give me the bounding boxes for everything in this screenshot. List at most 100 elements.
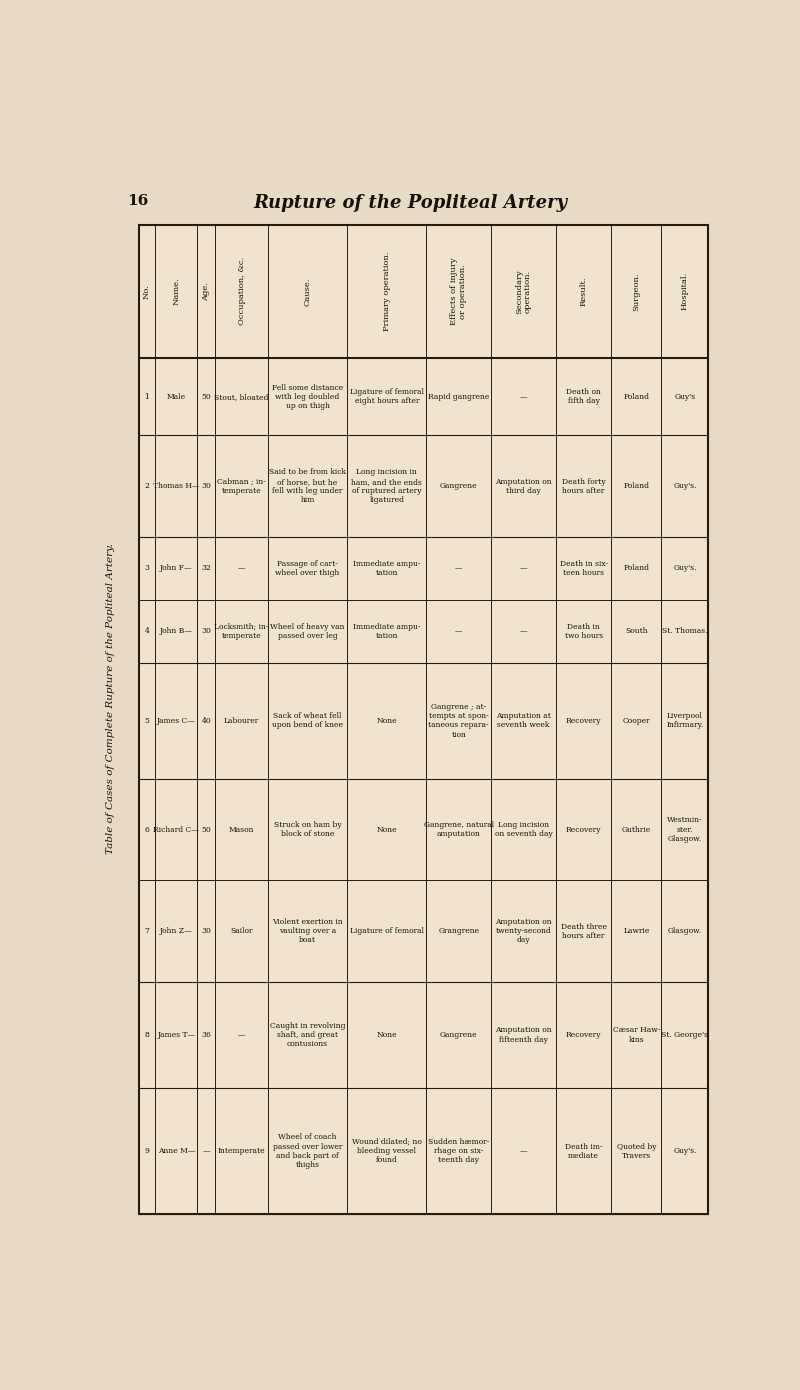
Text: —: —	[455, 564, 462, 573]
Text: —: —	[519, 564, 527, 573]
Text: 32: 32	[202, 564, 211, 573]
Text: Gangrene: Gangrene	[440, 1031, 478, 1040]
Text: 1: 1	[145, 393, 150, 400]
Text: Grangrene: Grangrene	[438, 927, 479, 935]
Text: —: —	[519, 1147, 527, 1155]
Text: Surgeon.: Surgeon.	[633, 272, 641, 310]
Text: Guy's.: Guy's.	[673, 482, 697, 491]
Text: Recovery: Recovery	[566, 826, 602, 834]
Text: Guy's.: Guy's.	[673, 1147, 697, 1155]
Text: 16: 16	[127, 193, 148, 207]
Text: South: South	[625, 627, 648, 635]
Text: 30: 30	[202, 482, 211, 491]
Text: 6: 6	[145, 826, 150, 834]
Text: Effects of injury
or operation.: Effects of injury or operation.	[450, 257, 467, 325]
Text: Struck on ham by
block of stone: Struck on ham by block of stone	[274, 821, 342, 838]
Text: John F—: John F—	[160, 564, 193, 573]
Text: 9: 9	[145, 1147, 150, 1155]
Text: Name.: Name.	[172, 278, 180, 306]
Text: 3: 3	[145, 564, 150, 573]
Text: Cause.: Cause.	[303, 277, 311, 306]
Text: None: None	[377, 1031, 397, 1040]
Text: Amputation on
twenty-second
day: Amputation on twenty-second day	[495, 917, 552, 944]
Text: Secondary
operation.: Secondary operation.	[514, 268, 532, 314]
Text: James T—: James T—	[158, 1031, 195, 1040]
Text: Sudden hæmor-
rhage on six-
teenth day: Sudden hæmor- rhage on six- teenth day	[428, 1138, 490, 1165]
Text: Fell some distance
with leg doubled
up on thigh: Fell some distance with leg doubled up o…	[272, 384, 343, 410]
Text: 2: 2	[145, 482, 150, 491]
Text: 7: 7	[145, 927, 150, 935]
Text: Ligature of femoral: Ligature of femoral	[350, 927, 424, 935]
Text: Lawrie: Lawrie	[623, 927, 650, 935]
Text: Violent exertion in
vaulting over a
boat: Violent exertion in vaulting over a boat	[272, 917, 343, 944]
Text: Result.: Result.	[579, 277, 587, 306]
Text: Cooper: Cooper	[622, 717, 650, 724]
Text: 8: 8	[145, 1031, 150, 1040]
Polygon shape	[138, 225, 708, 1213]
Text: Sailor: Sailor	[230, 927, 253, 935]
Text: 30: 30	[202, 627, 211, 635]
Text: Amputation on
fifteenth day: Amputation on fifteenth day	[495, 1026, 552, 1044]
Text: Occupation, &c.: Occupation, &c.	[238, 257, 246, 325]
Text: Intemperate: Intemperate	[218, 1147, 266, 1155]
Text: Table of Cases of Complete Rupture of the Popliteal Artery.: Table of Cases of Complete Rupture of th…	[106, 542, 114, 853]
Text: Richard C—: Richard C—	[154, 826, 199, 834]
Text: Caught in revolving
shaft, and great
contusions: Caught in revolving shaft, and great con…	[270, 1022, 346, 1048]
Text: Wheel of coach
passed over lower
and back part of
thighs: Wheel of coach passed over lower and bac…	[273, 1133, 342, 1169]
Text: Liverpool
Infirmary.: Liverpool Infirmary.	[666, 712, 703, 730]
Text: Guthrie: Guthrie	[622, 826, 651, 834]
Text: Said to be from kick
of horse, but he
fell with leg under
him: Said to be from kick of horse, but he fe…	[269, 468, 346, 505]
Text: Immediate ampu-
tation: Immediate ampu- tation	[353, 623, 421, 639]
Text: Wound dilated; no
bleeding vessel
found: Wound dilated; no bleeding vessel found	[352, 1138, 422, 1165]
Text: Long incision in
ham, and the ends
of ruptured artery
ligatured: Long incision in ham, and the ends of ru…	[351, 468, 422, 505]
Text: Hospital.: Hospital.	[681, 272, 689, 310]
Text: James C—: James C—	[157, 717, 196, 724]
Text: Locksmith; in-
temperate: Locksmith; in- temperate	[214, 623, 269, 639]
Text: Recovery: Recovery	[566, 1031, 602, 1040]
Text: Long incision
on seventh day: Long incision on seventh day	[494, 821, 552, 838]
Text: Cæsar Haw-
kins: Cæsar Haw- kins	[613, 1026, 660, 1044]
Text: —: —	[519, 393, 527, 400]
Text: Death on
fifth day: Death on fifth day	[566, 388, 601, 406]
Text: Thomas H—: Thomas H—	[153, 482, 200, 491]
Text: Passage of cart-
wheel over thigh: Passage of cart- wheel over thigh	[275, 560, 340, 577]
Text: John Z—: John Z—	[160, 927, 193, 935]
Text: John B—: John B—	[160, 627, 193, 635]
Text: 30: 30	[202, 927, 211, 935]
Text: Anne M—: Anne M—	[158, 1147, 195, 1155]
Text: 4: 4	[145, 627, 150, 635]
Text: Immediate ampu-
tation: Immediate ampu- tation	[353, 560, 421, 577]
Text: Amputation on
third day: Amputation on third day	[495, 478, 552, 495]
Text: Guy's: Guy's	[674, 393, 695, 400]
Text: Primary operation.: Primary operation.	[383, 252, 391, 331]
Text: —: —	[238, 1031, 246, 1040]
Text: Death three
hours after: Death three hours after	[561, 923, 606, 940]
Text: 50: 50	[202, 826, 211, 834]
Text: St. George's: St. George's	[662, 1031, 708, 1040]
Text: St. Thomas.: St. Thomas.	[662, 627, 708, 635]
Text: Gangrene, natural
amputation: Gangrene, natural amputation	[424, 821, 494, 838]
Text: Death in
two hours: Death in two hours	[565, 623, 602, 639]
Text: No.: No.	[143, 284, 151, 299]
Text: Westmin-
ster.
Glasgow.: Westmin- ster. Glasgow.	[667, 816, 702, 842]
Text: Wheel of heavy van
passed over leg: Wheel of heavy van passed over leg	[270, 623, 345, 639]
Text: Quoted by
Travers: Quoted by Travers	[617, 1143, 656, 1159]
Text: —: —	[202, 1147, 210, 1155]
Text: 36: 36	[202, 1031, 211, 1040]
Text: Poland: Poland	[623, 482, 650, 491]
Text: None: None	[377, 826, 397, 834]
Text: —: —	[238, 564, 246, 573]
Text: 50: 50	[202, 393, 211, 400]
Text: —: —	[519, 627, 527, 635]
Text: —: —	[455, 627, 462, 635]
Text: Poland: Poland	[623, 393, 650, 400]
Text: None: None	[377, 717, 397, 724]
Text: Gangrene ; at-
tempts at spon-
taneous repara-
tion: Gangrene ; at- tempts at spon- taneous r…	[429, 703, 489, 738]
Text: Sack of wheat fell
upon bend of knee: Sack of wheat fell upon bend of knee	[272, 712, 343, 730]
Text: Amputation at
seventh week: Amputation at seventh week	[496, 712, 551, 730]
Text: Death im-
mediate: Death im- mediate	[565, 1143, 602, 1159]
Text: Recovery: Recovery	[566, 717, 602, 724]
Text: Death forty
hours after: Death forty hours after	[562, 478, 606, 495]
Text: 5: 5	[145, 717, 150, 724]
Text: Guy's.: Guy's.	[673, 564, 697, 573]
